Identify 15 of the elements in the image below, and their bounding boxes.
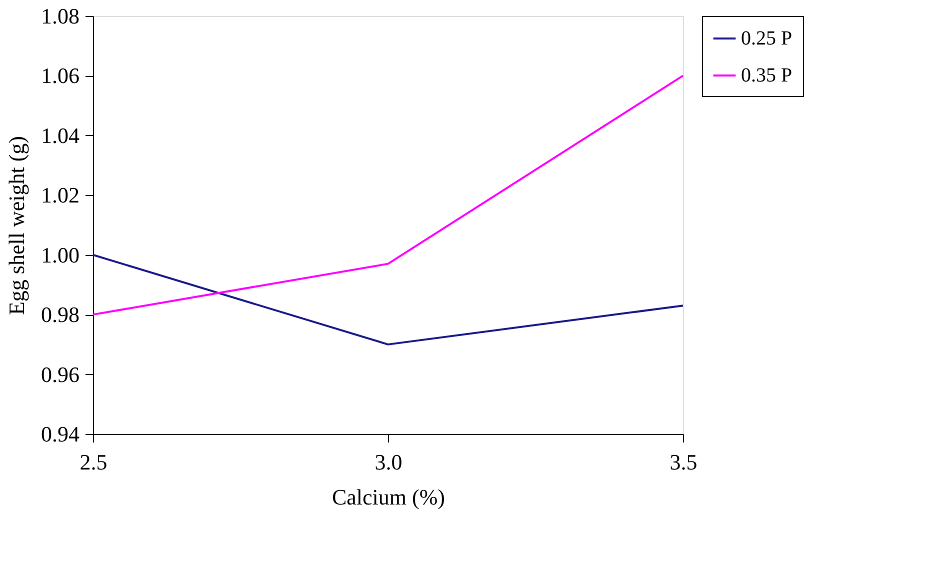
y-tick-label: 0.98 [41, 302, 80, 328]
y-tick-label: 0.94 [41, 422, 80, 446]
x-tick-label: 2.5 [80, 450, 108, 474]
y-axis-title: Egg shell weight (g) [4, 136, 29, 316]
legend-label: 0.25 P [741, 28, 792, 50]
y-tick-label: 1.06 [41, 63, 80, 88]
x-axis-title: Calcium (%) [332, 484, 446, 510]
y-tick-label: 1.08 [41, 4, 80, 28]
y-tick-label: 1.04 [41, 122, 80, 148]
y-tick-label: 1.02 [41, 182, 80, 208]
x-tick-label: 3.0 [374, 450, 402, 474]
y-tick-label: 0.96 [41, 362, 80, 387]
x-tick-label: 3.5 [670, 450, 698, 474]
legend-label: 0.35 P [741, 64, 792, 86]
y-tick-label: 1.00 [41, 242, 80, 268]
